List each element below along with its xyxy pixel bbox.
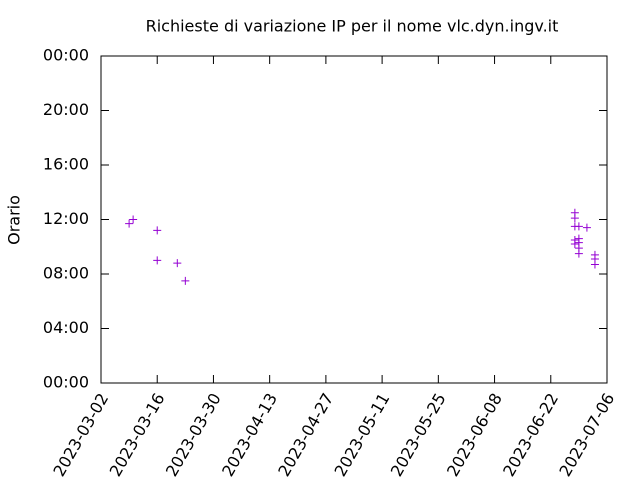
- point: [181, 276, 190, 285]
- y-tick-label: 20:00: [43, 100, 89, 119]
- x-tick-label: 2023-04-27: [274, 390, 337, 480]
- chart-title: Richieste di variazione IP per il nome v…: [146, 17, 559, 36]
- x-tick-label: 2023-06-22: [499, 390, 562, 480]
- point: [574, 222, 583, 231]
- point: [590, 260, 599, 269]
- x-tick-label: 2023-05-11: [331, 390, 394, 480]
- point: [153, 226, 162, 235]
- x-tick-label: 2023-04-13: [218, 390, 281, 480]
- point: [153, 256, 162, 265]
- x-tick-label: 2023-07-06: [555, 390, 618, 480]
- point: [574, 249, 583, 258]
- x-tick-label: 2023-03-16: [106, 390, 169, 480]
- point: [570, 240, 579, 249]
- y-tick-label: 08:00: [43, 264, 89, 283]
- point: [570, 214, 579, 223]
- y-tick-label: 12:00: [43, 209, 89, 228]
- point: [173, 259, 182, 268]
- point: [125, 219, 134, 228]
- point: [582, 223, 591, 232]
- y-tick-label: 00:00: [43, 373, 89, 392]
- plot-frame: [100, 55, 608, 384]
- x-tick-label: 2023-05-25: [387, 390, 450, 480]
- y-tick-label: 04:00: [43, 318, 89, 337]
- x-tick-label: 2023-03-02: [49, 390, 112, 480]
- y-axis-label: Orario: [5, 195, 24, 245]
- x-tick-label: 2023-03-30: [162, 390, 225, 480]
- x-tick-label: 2023-06-08: [443, 390, 506, 480]
- y-tick-label: 16:00: [43, 155, 89, 174]
- point: [129, 215, 138, 224]
- y-tick-label: 00:00: [43, 46, 89, 65]
